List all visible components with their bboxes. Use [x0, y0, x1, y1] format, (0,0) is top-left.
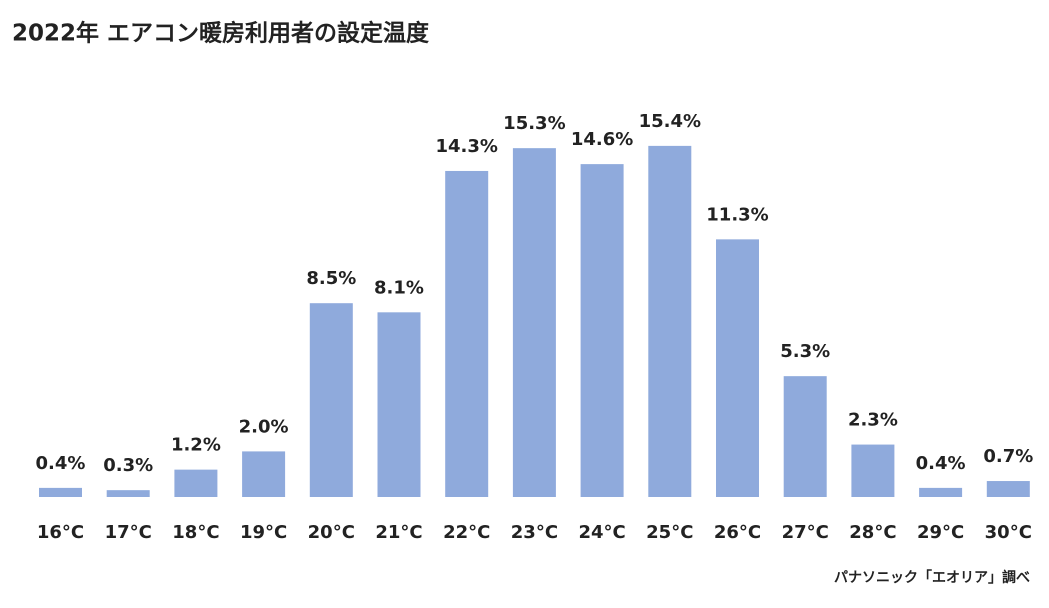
x-tick-label: 24°C	[578, 522, 625, 543]
x-tick-label: 27°C	[782, 522, 829, 543]
bar	[106, 490, 150, 497]
value-label: 8.5%	[306, 268, 356, 289]
value-label: 0.4%	[916, 453, 966, 474]
bar	[648, 145, 692, 497]
value-label: 14.6%	[571, 129, 633, 150]
x-tick-label: 18°C	[172, 522, 219, 543]
bar	[919, 487, 963, 497]
bar	[174, 469, 218, 497]
x-tick-label: 20°C	[308, 522, 355, 543]
bar	[580, 164, 624, 497]
value-label: 0.3%	[103, 455, 153, 476]
value-label: 2.0%	[239, 416, 289, 437]
value-label: 1.2%	[171, 435, 221, 456]
x-tick-label: 25°C	[646, 522, 693, 543]
x-tick-label: 30°C	[985, 522, 1032, 543]
x-tick-label: 21°C	[375, 522, 422, 543]
value-label: 11.3%	[706, 204, 768, 225]
bar	[986, 481, 1030, 497]
bar	[309, 303, 353, 497]
bar	[445, 170, 489, 497]
value-label: 8.1%	[374, 277, 424, 298]
bar	[783, 376, 827, 497]
value-label: 0.7%	[983, 446, 1033, 467]
value-label: 14.3%	[435, 136, 497, 157]
chart-title: 2022年 エアコン暖房利用者の設定温度	[12, 20, 430, 47]
value-label: 15.3%	[503, 113, 565, 134]
bar	[716, 239, 759, 498]
x-tick-label: 28°C	[849, 522, 896, 543]
bar	[242, 451, 286, 497]
x-tick-label: 17°C	[105, 522, 152, 543]
bar	[377, 312, 421, 497]
value-label: 2.3%	[848, 410, 898, 431]
x-tick-label: 22°C	[443, 522, 490, 543]
x-tick-label: 29°C	[917, 522, 964, 543]
x-tick-label: 19°C	[240, 522, 287, 543]
value-label: 0.4%	[36, 453, 86, 474]
source-note: パナソニック「エオリア」調べ	[834, 569, 1030, 586]
bar	[851, 444, 895, 497]
bar	[512, 148, 556, 497]
x-tick-label: 16°C	[37, 522, 84, 543]
x-tick-label: 26°C	[714, 522, 761, 543]
value-label: 15.4%	[639, 111, 701, 132]
value-label: 5.3%	[780, 341, 830, 362]
x-tick-label: 23°C	[511, 522, 558, 543]
bar	[39, 487, 82, 497]
